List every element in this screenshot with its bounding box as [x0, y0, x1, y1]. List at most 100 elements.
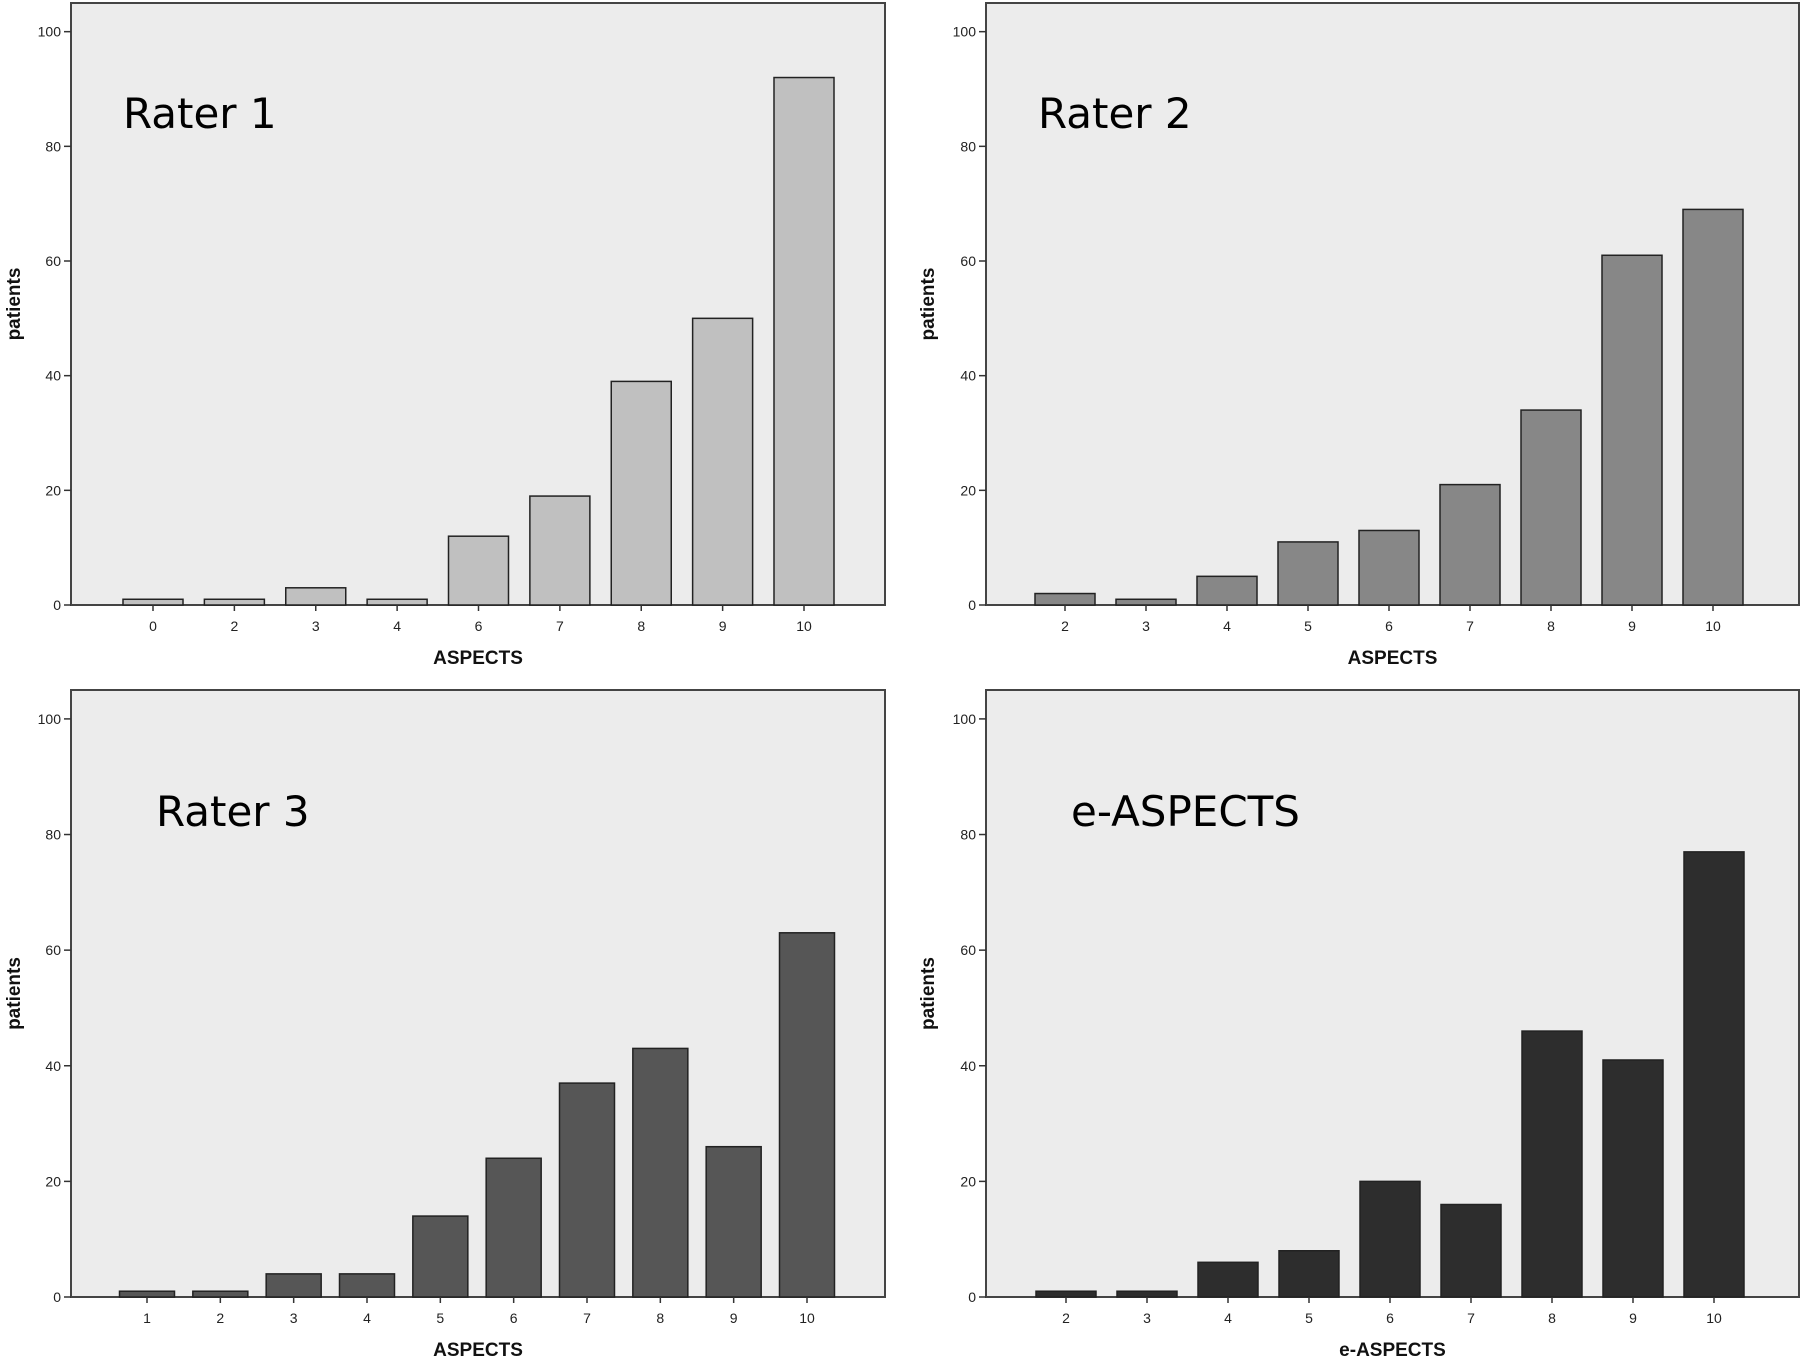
x-tick-label: 4	[363, 1310, 371, 1326]
x-tick-label: 4	[1223, 618, 1231, 634]
panel-label: Rater 3	[156, 787, 310, 836]
bar	[610, 380, 672, 606]
x-tick-label: 8	[656, 1310, 664, 1326]
x-tick-label: 7	[556, 618, 564, 634]
y-tick-label: 60	[960, 253, 976, 269]
bar	[412, 1215, 469, 1298]
y-tick-label: 20	[45, 1173, 61, 1189]
bar	[1440, 1203, 1502, 1298]
bar	[1358, 529, 1420, 606]
y-tick-label: 60	[45, 942, 61, 958]
x-tick-label: 1	[143, 1310, 151, 1326]
bar	[447, 535, 510, 606]
y-tick-label: 80	[960, 138, 976, 154]
plot-area	[70, 689, 886, 1298]
x-tick-label: 3	[1142, 618, 1150, 634]
bar	[773, 76, 835, 606]
plot-area	[985, 2, 1800, 606]
panel-label: Rater 2	[1038, 89, 1192, 138]
x-tick-label: 6	[510, 1310, 518, 1326]
bar	[1278, 1250, 1340, 1298]
x-tick-label: 5	[436, 1310, 444, 1326]
x-tick-label: 4	[1224, 1310, 1232, 1326]
x-tick-label: 7	[583, 1310, 591, 1326]
chart-panel-2: Rater 2 0 20 40 60 80 100 patients 2 3 4 5 6 7 8 9 10 ASP…	[918, 2, 1800, 669]
x-tick-label: 10	[796, 618, 812, 634]
x-tick-label: 9	[1628, 618, 1636, 634]
x-tick-label: 2	[1061, 618, 1069, 634]
x-tick-label: 9	[730, 1310, 738, 1326]
panel-label: Rater 1	[123, 89, 277, 138]
bar	[558, 1082, 616, 1298]
y-tick-label: 100	[38, 711, 62, 727]
bar	[192, 1290, 249, 1298]
x-tick-label: 8	[637, 618, 645, 634]
x-tick-label: 9	[719, 618, 727, 634]
x-tick-label: 7	[1467, 1310, 1475, 1326]
bar	[118, 1290, 176, 1298]
y-tick-label: 40	[960, 368, 976, 384]
x-tick-label: 3	[1143, 1310, 1151, 1326]
y-tick-label: 0	[968, 597, 976, 613]
y-tick-label: 60	[960, 942, 976, 958]
bar	[691, 317, 754, 606]
x-tick-label: 7	[1466, 618, 1474, 634]
x-tick-label: 2	[1062, 1310, 1070, 1326]
bar	[485, 1157, 542, 1298]
x-axis-title: ASPECTS	[1348, 648, 1438, 669]
y-axis-title: patients	[4, 268, 25, 341]
x-tick-label: 10	[1705, 618, 1721, 634]
y-axis-title: patients	[918, 957, 939, 1030]
bar	[705, 1145, 762, 1298]
bar	[285, 587, 347, 606]
bar	[529, 495, 591, 606]
x-tick-label: 8	[1548, 1310, 1556, 1326]
y-tick-label: 0	[53, 1289, 61, 1305]
bar	[1196, 575, 1258, 606]
x-tick-label: 6	[475, 618, 483, 634]
y-tick-label: 60	[45, 253, 61, 269]
bar	[1034, 592, 1096, 606]
y-axis-title: patients	[4, 957, 25, 1030]
x-tick-label: 5	[1305, 1310, 1313, 1326]
y-tick-label: 20	[45, 482, 61, 498]
chart-panel-3: Rater 3 0 20 40 60 80 100 patients 1 2 3 4 5 6 7 8 9 10 AS…	[4, 689, 886, 1361]
bar	[1521, 1030, 1583, 1298]
chart-panel-1: Rater 1 0 20 40 60 80 100 patients 0 2 3 4 6 7 8 9 10 ASP…	[4, 2, 886, 669]
y-tick-label: 100	[38, 24, 62, 40]
bar	[1520, 409, 1582, 606]
bar	[1439, 483, 1501, 606]
panel-label: e-ASPECTS	[1071, 787, 1300, 836]
x-tick-label: 3	[290, 1310, 298, 1326]
x-tick-label: 9	[1629, 1310, 1637, 1326]
y-tick-label: 80	[45, 827, 61, 843]
x-tick-label: 0	[149, 618, 157, 634]
y-tick-label: 40	[45, 1058, 61, 1074]
bar	[366, 598, 428, 606]
y-tick-label: 20	[960, 482, 976, 498]
x-tick-label: 6	[1386, 1310, 1394, 1326]
x-tick-label: 2	[230, 618, 238, 634]
x-tick-label: 4	[393, 618, 401, 634]
bar	[1601, 254, 1663, 606]
x-tick-label: 3	[312, 618, 320, 634]
x-tick-label: 5	[1304, 618, 1312, 634]
x-tick-label: 6	[1385, 618, 1393, 634]
y-tick-label: 100	[953, 711, 977, 727]
bar	[778, 932, 836, 1298]
y-tick-label: 0	[53, 597, 61, 613]
y-tick-label: 100	[953, 24, 977, 40]
y-tick-label: 0	[968, 1289, 976, 1305]
y-tick-label: 80	[960, 827, 976, 843]
x-axis-title: e-ASPECTS	[1339, 1340, 1446, 1361]
x-tick-label: 10	[799, 1310, 815, 1326]
x-tick-label: 10	[1706, 1310, 1722, 1326]
bar	[203, 598, 266, 606]
bar	[338, 1273, 396, 1298]
y-tick-label: 40	[960, 1058, 976, 1074]
bar	[1602, 1059, 1664, 1298]
bar	[632, 1047, 689, 1298]
y-tick-label: 40	[45, 368, 61, 384]
bar	[1277, 541, 1339, 606]
bar	[1035, 1290, 1097, 1298]
